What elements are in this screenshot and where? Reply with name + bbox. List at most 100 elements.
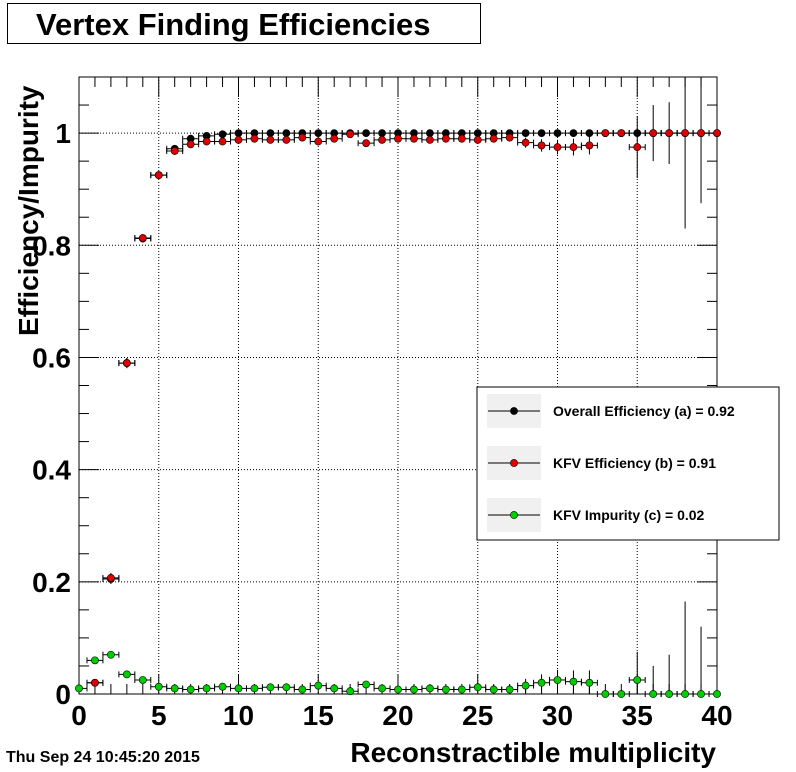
data-point (569, 677, 578, 686)
data-point (505, 685, 514, 694)
data-point (330, 684, 339, 693)
x-tick-label: 40 (701, 700, 732, 731)
data-point (314, 129, 323, 137)
data-point (346, 130, 355, 139)
x-axis-title: Reconstractible multiplicity (350, 737, 716, 768)
y-tick-label: 0.6 (32, 342, 71, 373)
data-point (569, 129, 578, 137)
data-point (633, 676, 642, 684)
data-point (218, 130, 227, 139)
data-point (298, 685, 307, 694)
y-axis-title: Efficiency/Impurity (13, 85, 44, 336)
data-point (186, 140, 195, 149)
data-point (681, 129, 689, 137)
data-point (617, 129, 626, 137)
data-point (473, 129, 482, 137)
x-tick-label: 25 (462, 700, 493, 731)
data-point (473, 135, 482, 144)
data-point (75, 684, 83, 693)
data-point (569, 143, 578, 152)
data-point (601, 690, 610, 698)
timestamp: Thu Sep 24 10:45:20 2015 (6, 749, 200, 766)
data-point (697, 129, 705, 137)
data-point (394, 134, 402, 143)
data-point (282, 129, 291, 137)
data-point (282, 135, 291, 144)
data-point (713, 690, 721, 698)
data-point (202, 137, 211, 146)
data-point (362, 680, 370, 689)
data-point (617, 690, 626, 698)
data-point (107, 650, 115, 659)
data-point (314, 137, 323, 146)
data-point (665, 690, 674, 698)
x-tick-label: 20 (382, 700, 413, 731)
data-point (266, 683, 275, 692)
data-point (489, 134, 498, 143)
data-point (665, 129, 674, 137)
x-tick-label: 0 (71, 700, 87, 731)
legend-label: Overall Efficiency (a) = 0.92 (553, 403, 735, 419)
data-point (234, 684, 243, 693)
data-point (346, 687, 355, 696)
data-point (410, 134, 418, 143)
y-tick-label: 0.4 (32, 455, 71, 486)
data-point (330, 134, 339, 143)
data-series (75, 77, 721, 698)
data-point (697, 690, 705, 698)
data-point (91, 656, 99, 665)
data-point (633, 143, 642, 152)
x-tick-label: 35 (622, 700, 653, 731)
data-point (553, 129, 562, 137)
data-point (234, 129, 243, 137)
data-point (713, 129, 721, 137)
data-point (537, 678, 546, 687)
data-point (425, 129, 434, 137)
data-point (441, 134, 450, 143)
y-tick-label: 0.2 (32, 567, 71, 598)
series-3 (75, 601, 721, 698)
x-tick-labels: 0 5 10 15 20 25 30 35 40 (71, 700, 732, 731)
data-point (314, 681, 323, 690)
data-point (170, 147, 179, 155)
data-point (585, 678, 594, 687)
y-tick-label: 1 (55, 118, 71, 149)
data-point (138, 676, 147, 684)
data-point (457, 134, 466, 143)
data-point (266, 135, 275, 144)
data-point (521, 129, 530, 137)
grid-lines (79, 77, 717, 694)
data-point (154, 171, 163, 180)
data-point (505, 133, 514, 142)
data-point (186, 685, 195, 694)
chart-title: Vertex Finding Efficiencies (36, 7, 431, 42)
data-point (425, 135, 434, 144)
data-point (138, 234, 147, 242)
y-tick-label: 0.8 (32, 230, 71, 261)
data-point (266, 129, 275, 137)
data-point (218, 682, 227, 691)
data-point (154, 682, 163, 691)
x-tick-label: 15 (303, 700, 334, 731)
data-point (394, 685, 402, 694)
plot-frame (78, 76, 718, 695)
x-tick-label: 30 (542, 700, 573, 731)
legend-label: KFV Impurity (c) = 0.02 (553, 507, 705, 523)
data-point (473, 683, 482, 692)
data-point (298, 133, 307, 142)
data-point (234, 135, 243, 144)
data-point (681, 690, 689, 698)
data-point (170, 684, 179, 693)
data-point (521, 681, 530, 690)
data-point (649, 129, 658, 137)
data-point (107, 573, 115, 582)
title-box: Vertex Finding Efficiencies (7, 3, 481, 44)
legend: Overall Efficiency (a) = 0.92 KFV Efficie… (476, 386, 780, 541)
data-point (250, 134, 259, 143)
legend-marker (510, 511, 518, 519)
data-point (521, 138, 530, 147)
x-tick-label: 5 (151, 700, 167, 731)
data-point (553, 143, 562, 152)
data-point (537, 129, 546, 137)
